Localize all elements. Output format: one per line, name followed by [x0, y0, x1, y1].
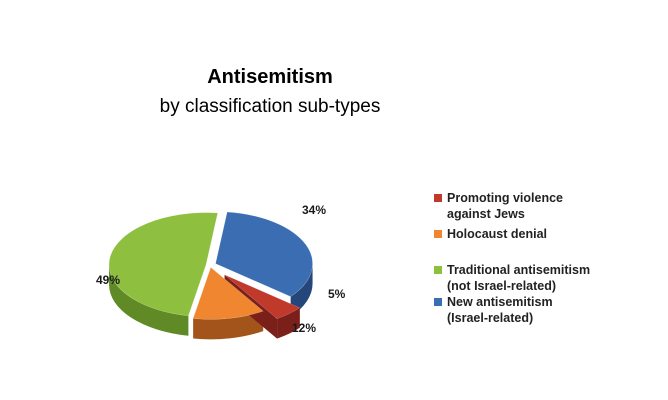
chart-title: Antisemitism — [207, 66, 333, 88]
pie-slice — [224, 274, 301, 319]
legend-item-new-antisemitism: New antisemitism (Israel-related) — [434, 294, 553, 326]
legend-item-traditional-antisemitism: Traditional antisemitism (not Israel-rel… — [434, 262, 590, 294]
legend-swatch — [434, 230, 442, 238]
chart-subtitle: by classification sub-types — [159, 96, 381, 117]
legend-label: New antisemitism (Israel-related) — [447, 295, 553, 325]
legend-label: Promoting violence against Jews — [447, 191, 563, 221]
pie-slice — [215, 211, 313, 297]
pie-slice — [108, 212, 219, 317]
legend-swatch — [434, 194, 442, 202]
pie-slice-side — [109, 264, 189, 336]
pie-slice-label: 5% — [328, 287, 346, 301]
legend-item-promoting-violence: Promoting violence against Jews — [434, 190, 563, 222]
pie-slice-label: 49% — [96, 273, 120, 287]
pie-slice — [192, 266, 264, 320]
pie-slice-side — [290, 263, 313, 317]
legend-swatch — [434, 298, 442, 306]
legend-label: Holocaust denial — [447, 227, 548, 241]
pie-slice-label: 34% — [302, 203, 326, 217]
pie-slice-side — [193, 311, 264, 340]
legend-swatch — [434, 266, 442, 274]
legend-label: Traditional antisemitism (not Israel-rel… — [447, 263, 591, 293]
pie-slice-label: 12% — [292, 321, 316, 335]
legend-item-holocaust-denial: Holocaust denial — [434, 226, 547, 242]
